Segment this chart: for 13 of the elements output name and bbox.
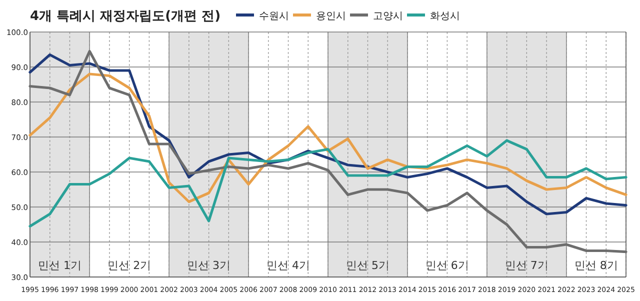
legend-label: 용인시 <box>316 11 346 22</box>
annotation: 민선 6기 <box>425 259 469 272</box>
legend-label: 고양시 <box>373 11 403 22</box>
band-label: 민선 1기 <box>38 259 82 272</box>
line-series <box>28 139 628 228</box>
line-series <box>28 72 628 204</box>
annotation: 민선 8기 <box>574 259 618 272</box>
legend-label: 화성시 <box>430 11 460 22</box>
chart-title: 4개 특례시 재정자립도(개편 전) <box>30 9 221 24</box>
legend-label: 수원시 <box>259 11 289 22</box>
band-label: 민선 5기 <box>346 259 390 272</box>
line-series <box>28 50 628 254</box>
band-label: 민선 7기 <box>504 259 548 272</box>
